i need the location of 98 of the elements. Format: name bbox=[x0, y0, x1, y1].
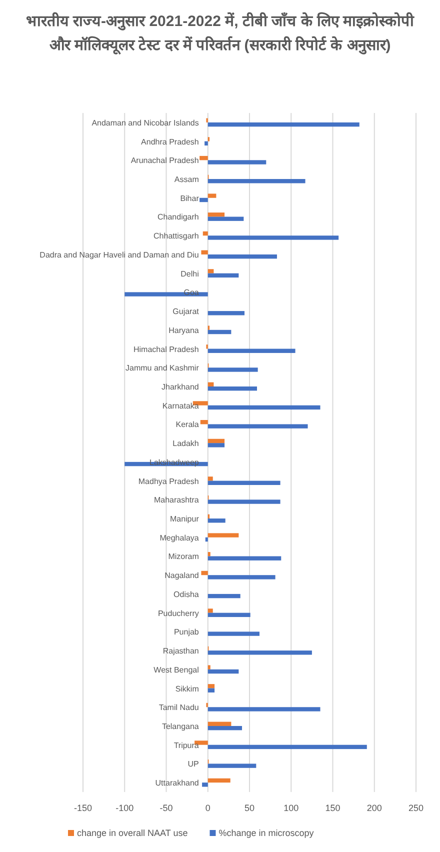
y-tick-label: Arunachal Pradesh bbox=[130, 156, 199, 166]
title: भारतीय राज्य-अनुसार 2021-2022 में, टीबी जाँच के लिए माइक्रोस्कोपी और मॉलिक्यूलर टेस्ट दर में परिवर्तन (सरकारी रिपोर्ट के अनुसार) bbox=[26, 13, 414, 54]
bar bbox=[208, 688, 215, 692]
x-tick-label: 100 bbox=[284, 803, 299, 813]
x-tick-label: 50 bbox=[244, 803, 255, 813]
y-tick-label: Andaman and Nicobar Islands bbox=[92, 118, 199, 128]
bar bbox=[208, 160, 266, 164]
y-tick-label: Nagaland bbox=[164, 571, 199, 580]
y-tick-label: Rajasthan bbox=[162, 646, 199, 656]
bar bbox=[208, 405, 320, 410]
y-tick-label: Karnataka bbox=[162, 401, 200, 410]
y-tick-label: Haryana bbox=[168, 326, 200, 335]
y-tick-label: Chhattisgarh bbox=[154, 232, 199, 241]
bar bbox=[208, 632, 260, 636]
bar bbox=[208, 556, 282, 560]
y-tick-label: Madhya Pradesh bbox=[138, 476, 199, 486]
bar bbox=[208, 476, 213, 481]
bar bbox=[208, 194, 216, 198]
y-tick-label: Kerala bbox=[176, 420, 200, 430]
y-tick-label: Andhra Pradesh bbox=[141, 137, 199, 146]
bar bbox=[208, 443, 225, 448]
bar bbox=[201, 570, 208, 576]
bar bbox=[200, 156, 208, 160]
bar bbox=[208, 518, 226, 523]
bar bbox=[208, 311, 245, 316]
bar bbox=[208, 179, 306, 184]
legend-label: change in overall NAAT use bbox=[77, 828, 188, 838]
bar bbox=[208, 480, 280, 485]
y-tick-label: Assam bbox=[174, 175, 200, 184]
bar bbox=[208, 216, 244, 221]
y-tick-label: Manipur bbox=[170, 514, 200, 524]
y-tick-label: Dadra and Nagar Haveli and Daman and Diu bbox=[40, 250, 199, 260]
bar bbox=[208, 348, 296, 353]
y-tick-label: UP bbox=[188, 760, 199, 769]
bar bbox=[208, 552, 210, 556]
bar bbox=[202, 231, 208, 236]
bar bbox=[208, 575, 276, 580]
bar bbox=[200, 420, 208, 424]
bar bbox=[208, 386, 257, 391]
bar bbox=[201, 250, 208, 254]
bar bbox=[205, 537, 208, 542]
bar bbox=[208, 533, 239, 538]
y-tick-label: Sikkim bbox=[175, 684, 200, 694]
y-tick-label: Jharkhand bbox=[162, 382, 199, 392]
bar bbox=[208, 778, 230, 783]
bar bbox=[208, 368, 258, 372]
bar bbox=[208, 500, 280, 504]
y-tick-label: Tamil Nadu bbox=[158, 703, 199, 712]
bar bbox=[204, 141, 208, 146]
x-tick-label: 250 bbox=[408, 803, 424, 813]
bar bbox=[208, 438, 225, 444]
bar bbox=[208, 382, 214, 386]
x-tick-label: -150 bbox=[74, 803, 92, 813]
y-tick-label: Himachal Pradesh bbox=[134, 344, 199, 354]
bar bbox=[208, 122, 360, 127]
y-tick-label: Ladakh bbox=[172, 439, 199, 448]
y-tick-label: Puducherry bbox=[158, 608, 199, 618]
y-tick-label: West Bengal bbox=[154, 665, 200, 674]
bar bbox=[208, 669, 239, 674]
bar bbox=[200, 198, 208, 202]
bar bbox=[208, 726, 242, 730]
x-tick-label: 0 bbox=[205, 803, 210, 813]
y-tick-label: Gujarat bbox=[172, 307, 200, 316]
bar bbox=[208, 665, 210, 670]
y-tick-label: Tripura bbox=[174, 740, 200, 750]
x-tick-label: -50 bbox=[160, 803, 173, 813]
bar bbox=[208, 273, 239, 278]
bar bbox=[208, 330, 232, 334]
bar bbox=[208, 594, 240, 598]
legend-label: %change in microscopy bbox=[218, 828, 314, 838]
y-tick-label: Mizoram bbox=[168, 552, 200, 562]
bar bbox=[208, 612, 250, 618]
y-tick-label: Maharashtra bbox=[154, 496, 200, 505]
y-tick-label: Uttarakhand bbox=[155, 778, 199, 788]
bar bbox=[208, 684, 215, 688]
y-tick-label: Bihar bbox=[180, 194, 200, 203]
bar bbox=[202, 782, 208, 787]
bar bbox=[208, 254, 277, 259]
bar bbox=[208, 650, 312, 655]
bar bbox=[208, 269, 214, 274]
bar bbox=[208, 236, 339, 240]
bar bbox=[208, 707, 320, 712]
bar bbox=[208, 212, 225, 217]
x-tick-label: 200 bbox=[366, 803, 382, 813]
bar bbox=[208, 764, 256, 768]
y-tick-label: Telangana bbox=[162, 722, 200, 731]
y-tick-label: Delhi bbox=[180, 269, 200, 278]
y-tick-label: Odisha bbox=[174, 590, 200, 599]
y-tick-label: Meghalaya bbox=[160, 533, 200, 542]
x-tick-label: 150 bbox=[325, 803, 340, 813]
y-tick-label: Punjab bbox=[174, 628, 200, 637]
bar bbox=[208, 424, 308, 428]
bar bbox=[208, 608, 213, 613]
y-tick-label: Jammu and Kashmir bbox=[126, 364, 200, 373]
y-tick-label: Chandigarh bbox=[158, 212, 199, 222]
bar bbox=[208, 744, 367, 750]
x-tick-label: -100 bbox=[116, 803, 134, 813]
bar bbox=[208, 722, 232, 726]
